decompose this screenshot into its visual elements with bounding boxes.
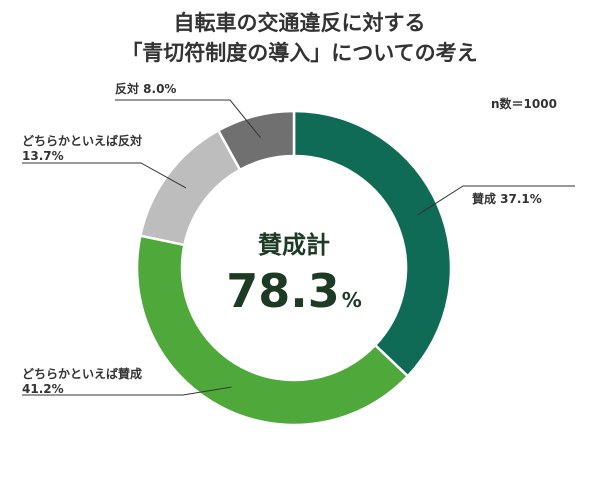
slice-label-4: 反対 8.0% bbox=[115, 81, 176, 96]
leader-line-3 bbox=[22, 162, 187, 189]
slice-label-2: どちらかといえば賛成 41.2% bbox=[22, 366, 142, 396]
center-unit: % bbox=[342, 288, 362, 312]
slice-3 bbox=[138, 128, 242, 247]
center-total: 78.3% bbox=[226, 264, 362, 318]
leader-line-4 bbox=[115, 99, 261, 139]
donut-slices bbox=[135, 109, 453, 427]
slice-2 bbox=[135, 234, 410, 427]
sample-size-label: n数＝1000 bbox=[491, 97, 557, 111]
chart-title: 自転車の交通違反に対する 「青切符制度の導入」についての考え bbox=[0, 8, 599, 68]
leader-line-1 bbox=[417, 185, 575, 216]
leader-line-2 bbox=[22, 386, 232, 396]
center-value: 78.3 bbox=[226, 264, 340, 318]
slice-label-1: 賛成 37.1% bbox=[472, 191, 542, 206]
slice-4 bbox=[216, 109, 296, 172]
title-line-1: 自転車の交通違反に対する bbox=[173, 11, 426, 35]
leader-lines bbox=[22, 99, 575, 396]
title-line-2: 「青切符制度の導入」についての考え bbox=[121, 41, 478, 65]
center-caption: 賛成計 bbox=[258, 231, 330, 259]
slice-label-3: どちらかといえば反対 13.7% bbox=[22, 133, 142, 163]
slice-labels: 賛成 37.1% どちらかといえば賛成 41.2% どちらかといえば反対 13.7% 反対… bbox=[22, 81, 542, 396]
slice-1 bbox=[292, 109, 453, 378]
